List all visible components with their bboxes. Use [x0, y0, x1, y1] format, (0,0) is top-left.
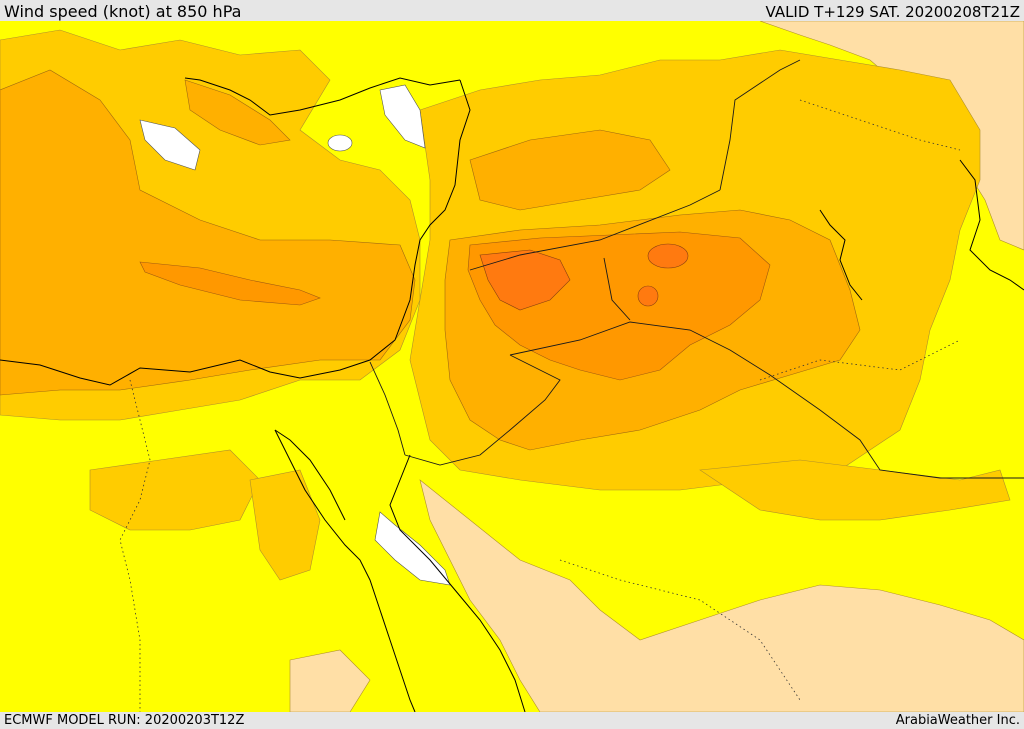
- border-egypt-israel: [369, 361, 406, 456]
- band-peak-east: [647, 243, 689, 269]
- coastline-mediterranean-south: [0, 79, 471, 386]
- boundary-dotted-iran: [799, 99, 961, 151]
- band-high-west: [139, 261, 321, 306]
- credit-label: ArabiaWeather Inc.: [895, 713, 1020, 728]
- band-peak-small: [637, 285, 659, 307]
- band-light-tan-w: [289, 649, 371, 712]
- coastline-turkey: [184, 77, 461, 116]
- boundary-dotted-iraq: [759, 339, 961, 381]
- band-upper-nw: [184, 79, 291, 146]
- band-upper-west: [0, 69, 416, 396]
- band-peak: [479, 249, 571, 311]
- border-iraq-iran: [719, 59, 801, 191]
- no-data-nw: [139, 119, 201, 171]
- coastline-sinai-west: [274, 429, 346, 521]
- coastline-gulf: [959, 159, 1024, 291]
- band-light-tan-sw: [419, 479, 1024, 712]
- band-mid-sinai: [249, 469, 321, 581]
- bottom-footer-bar: ECMWF MODEL RUN: 20200203T12Z ArabiaWeat…: [0, 712, 1024, 729]
- valid-time-label: VALID T+129 SAT. 20200208T21Z: [765, 3, 1020, 21]
- coastline-red-sea-east: [389, 454, 526, 712]
- band-mid-southeast: [699, 459, 1011, 521]
- band-upper-north: [469, 129, 671, 211]
- top-header-bar: Wind speed (knot) at 850 hPa VALID T+129…: [0, 0, 1024, 21]
- no-data-cyprus: [327, 134, 353, 152]
- coastline-red-sea-west: [274, 429, 416, 712]
- border-jordan-syria: [469, 189, 721, 271]
- band-mid-south: [89, 449, 261, 531]
- no-data-gulf: [374, 511, 451, 586]
- coastline-caspian: [819, 209, 863, 301]
- no-data-n: [379, 84, 426, 149]
- model-run-label: ECMWF MODEL RUN: 20200203T12Z: [4, 713, 245, 728]
- border-saudi-iraq: [509, 321, 1024, 479]
- wind-speed-map: [0, 21, 1024, 712]
- map-title: Wind speed (knot) at 850 hPa: [4, 2, 242, 21]
- border-syria-iraq: [603, 257, 631, 321]
- border-jordan-saudi: [404, 354, 561, 466]
